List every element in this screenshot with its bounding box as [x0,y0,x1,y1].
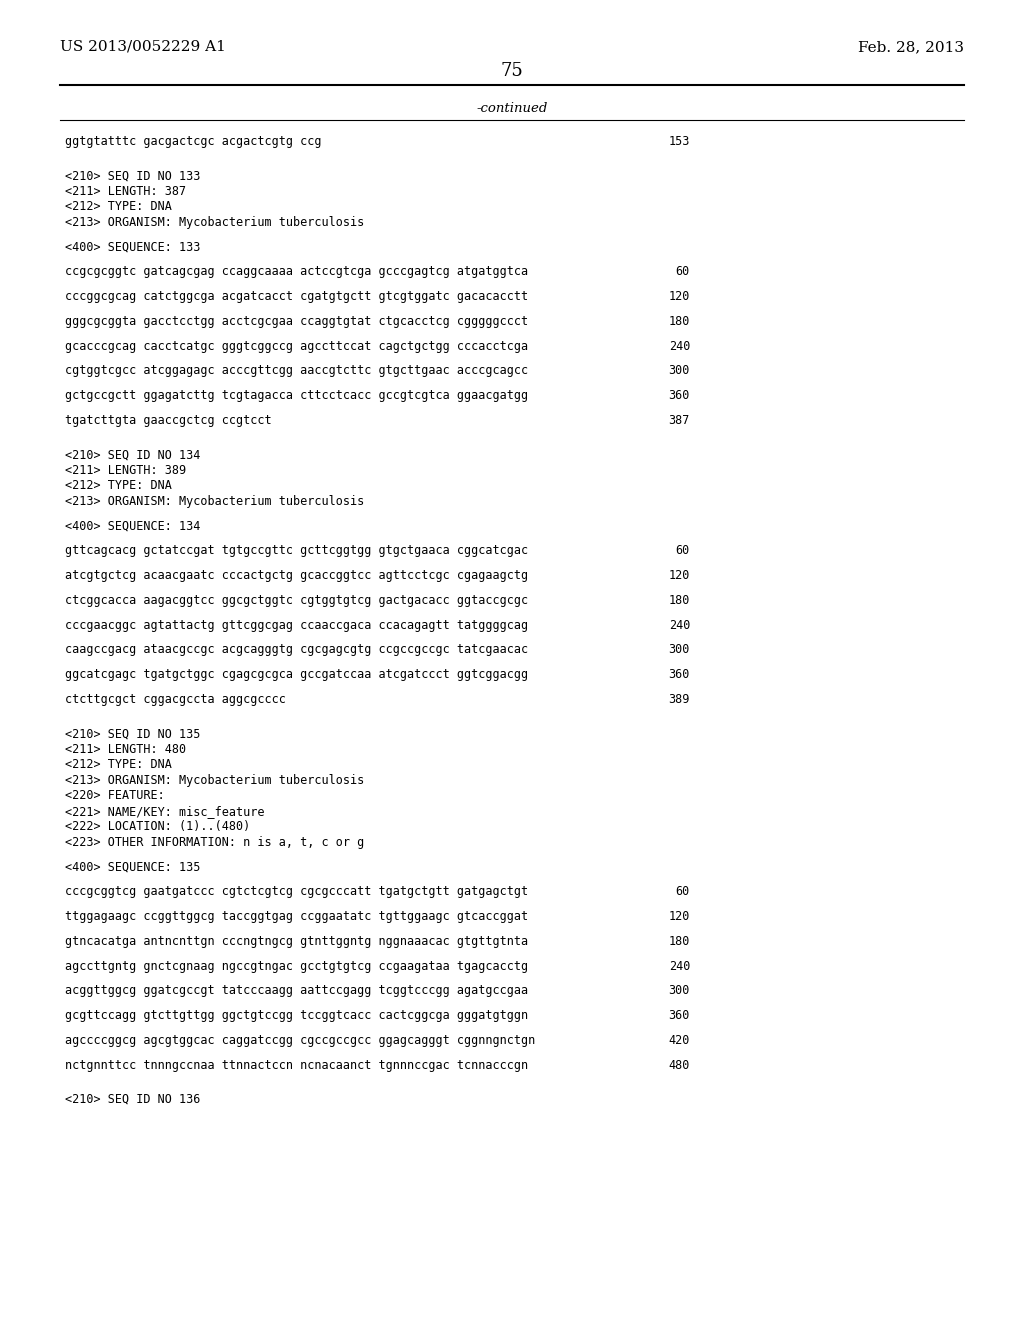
Text: gtncacatga antncnttgn cccngtngcg gtnttggntg nggnaaacac gtgttgtnta: gtncacatga antncnttgn cccngtngcg gtnttgg… [65,935,528,948]
Text: ggtgtatttc gacgactcgc acgactcgtg ccg: ggtgtatttc gacgactcgc acgactcgtg ccg [65,135,322,148]
Text: 180: 180 [669,594,690,607]
Text: ccgcgcggtc gatcagcgag ccaggcaaaa actccgtcga gcccgagtcg atgatggtca: ccgcgcggtc gatcagcgag ccaggcaaaa actccgt… [65,265,528,279]
Text: <400> SEQUENCE: 135: <400> SEQUENCE: 135 [65,861,201,874]
Text: <220> FEATURE:: <220> FEATURE: [65,789,165,803]
Text: 240: 240 [669,619,690,631]
Text: 60: 60 [676,544,690,557]
Text: <212> TYPE: DNA: <212> TYPE: DNA [65,479,172,492]
Text: 120: 120 [669,290,690,304]
Text: 360: 360 [669,389,690,403]
Text: gcgttccagg gtcttgttgg ggctgtccgg tccggtcacc cactcggcga gggatgtggn: gcgttccagg gtcttgttgg ggctgtccgg tccggtc… [65,1010,528,1022]
Text: <212> TYPE: DNA: <212> TYPE: DNA [65,201,172,213]
Text: agccttgntg gnctcgnaag ngccgtngac gcctgtgtcg ccgaagataa tgagcacctg: agccttgntg gnctcgnaag ngccgtngac gcctgtg… [65,960,528,973]
Text: gggcgcggta gacctcctgg acctcgcgaa ccaggtgtat ctgcacctcg cgggggccct: gggcgcggta gacctcctgg acctcgcgaa ccaggtg… [65,314,528,327]
Text: <213> ORGANISM: Mycobacterium tuberculosis: <213> ORGANISM: Mycobacterium tuberculos… [65,774,365,787]
Text: agccccggcg agcgtggcac caggatccgg cgccgccgcc ggagcagggt cggnngnctgn: agccccggcg agcgtggcac caggatccgg cgccgcc… [65,1034,536,1047]
Text: 420: 420 [669,1034,690,1047]
Text: gttcagcacg gctatccgat tgtgccgttc gcttcggtgg gtgctgaaca cggcatcgac: gttcagcacg gctatccgat tgtgccgttc gcttcgg… [65,544,528,557]
Text: <221> NAME/KEY: misc_feature: <221> NAME/KEY: misc_feature [65,805,264,817]
Text: <210> SEQ ID NO 133: <210> SEQ ID NO 133 [65,169,201,182]
Text: <211> LENGTH: 389: <211> LENGTH: 389 [65,463,186,477]
Text: 300: 300 [669,643,690,656]
Text: <213> ORGANISM: Mycobacterium tuberculosis: <213> ORGANISM: Mycobacterium tuberculos… [65,495,365,508]
Text: acggttggcg ggatcgccgt tatcccaagg aattccgagg tcggtcccgg agatgccgaa: acggttggcg ggatcgccgt tatcccaagg aattccg… [65,985,528,998]
Text: gctgccgctt ggagatcttg tcgtagacca cttcctcacc gccgtcgtca ggaacgatgg: gctgccgctt ggagatcttg tcgtagacca cttcctc… [65,389,528,403]
Text: 300: 300 [669,985,690,998]
Text: 300: 300 [669,364,690,378]
Text: -continued: -continued [476,102,548,115]
Text: ttggagaagc ccggttggcg taccggtgag ccggaatatc tgttggaagc gtcaccggat: ttggagaagc ccggttggcg taccggtgag ccggaat… [65,909,528,923]
Text: <211> LENGTH: 387: <211> LENGTH: 387 [65,185,186,198]
Text: cccgaacggc agtattactg gttcggcgag ccaaccgaca ccacagagtt tatggggcag: cccgaacggc agtattactg gttcggcgag ccaaccg… [65,619,528,631]
Text: 180: 180 [669,935,690,948]
Text: ggcatcgagc tgatgctggc cgagcgcgca gccgatccaa atcgatccct ggtcggacgg: ggcatcgagc tgatgctggc cgagcgcgca gccgatc… [65,668,528,681]
Text: ctcttgcgct cggacgccta aggcgcccc: ctcttgcgct cggacgccta aggcgcccc [65,693,286,706]
Text: 360: 360 [669,668,690,681]
Text: ctcggcacca aagacggtcc ggcgctggtc cgtggtgtcg gactgacacc ggtaccgcgc: ctcggcacca aagacggtcc ggcgctggtc cgtggtg… [65,594,528,607]
Text: nctgnnttcc tnnngccnaa ttnnactccn ncnacaanct tgnnnccgac tcnnacccgn: nctgnnttcc tnnngccnaa ttnnactccn ncnacaa… [65,1059,528,1072]
Text: <400> SEQUENCE: 134: <400> SEQUENCE: 134 [65,519,201,532]
Text: 240: 240 [669,339,690,352]
Text: <210> SEQ ID NO 134: <210> SEQ ID NO 134 [65,447,201,461]
Text: 120: 120 [669,909,690,923]
Text: cccgcggtcg gaatgatccc cgtctcgtcg cgcgcccatt tgatgctgtt gatgagctgt: cccgcggtcg gaatgatccc cgtctcgtcg cgcgccc… [65,886,528,898]
Text: 120: 120 [669,569,690,582]
Text: <400> SEQUENCE: 133: <400> SEQUENCE: 133 [65,240,201,253]
Text: 60: 60 [676,265,690,279]
Text: 60: 60 [676,886,690,898]
Text: tgatcttgta gaaccgctcg ccgtcct: tgatcttgta gaaccgctcg ccgtcct [65,414,271,426]
Text: Feb. 28, 2013: Feb. 28, 2013 [858,40,964,54]
Text: atcgtgctcg acaacgaatc cccactgctg gcaccggtcc agttcctcgc cgagaagctg: atcgtgctcg acaacgaatc cccactgctg gcaccgg… [65,569,528,582]
Text: 480: 480 [669,1059,690,1072]
Text: 389: 389 [669,693,690,706]
Text: <211> LENGTH: 480: <211> LENGTH: 480 [65,743,186,755]
Text: cgtggtcgcc atcggagagc acccgttcgg aaccgtcttc gtgcttgaac acccgcagcc: cgtggtcgcc atcggagagc acccgttcgg aaccgtc… [65,364,528,378]
Text: gcacccgcag cacctcatgc gggtcggccg agccttccat cagctgctgg cccacctcga: gcacccgcag cacctcatgc gggtcggccg agccttc… [65,339,528,352]
Text: <210> SEQ ID NO 136: <210> SEQ ID NO 136 [65,1093,201,1106]
Text: caagccgacg ataacgccgc acgcagggtg cgcgagcgtg ccgccgccgc tatcgaacac: caagccgacg ataacgccgc acgcagggtg cgcgagc… [65,643,528,656]
Text: 75: 75 [501,62,523,81]
Text: cccggcgcag catctggcga acgatcacct cgatgtgctt gtcgtggatc gacacacctt: cccggcgcag catctggcga acgatcacct cgatgtg… [65,290,528,304]
Text: <223> OTHER INFORMATION: n is a, t, c or g: <223> OTHER INFORMATION: n is a, t, c or… [65,836,365,849]
Text: <222> LOCATION: (1)..(480): <222> LOCATION: (1)..(480) [65,820,250,833]
Text: <212> TYPE: DNA: <212> TYPE: DNA [65,758,172,771]
Text: <213> ORGANISM: Mycobacterium tuberculosis: <213> ORGANISM: Mycobacterium tuberculos… [65,215,365,228]
Text: 153: 153 [669,135,690,148]
Text: <210> SEQ ID NO 135: <210> SEQ ID NO 135 [65,727,201,741]
Text: US 2013/0052229 A1: US 2013/0052229 A1 [60,40,226,54]
Text: 240: 240 [669,960,690,973]
Text: 387: 387 [669,414,690,426]
Text: 180: 180 [669,314,690,327]
Text: 360: 360 [669,1010,690,1022]
